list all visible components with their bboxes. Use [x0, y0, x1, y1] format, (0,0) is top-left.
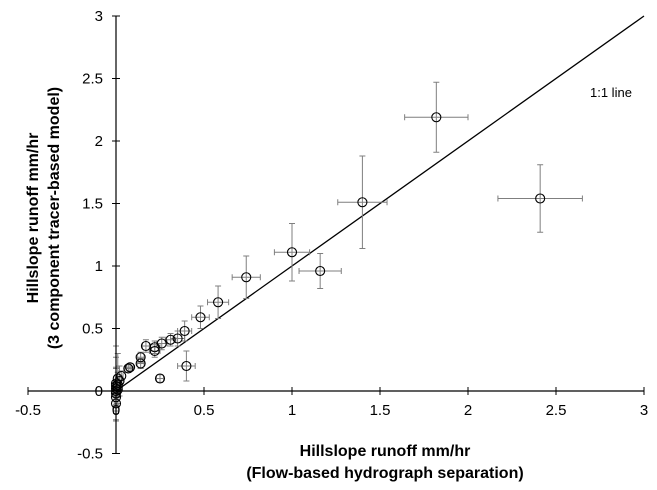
data-point: [286, 247, 298, 258]
x-tick-label: 2: [464, 402, 472, 419]
x-axis-title-line1: Hillslope runoff mm/hr: [300, 443, 471, 460]
x-axis-title-line2: (Flow-based hydrograph separation): [246, 465, 523, 482]
data-point: [195, 312, 206, 323]
error-bar: [298, 253, 342, 289]
x-tick-label: 1: [288, 402, 296, 419]
data-point: [535, 193, 546, 204]
x-tick-label: 0.5: [194, 402, 215, 419]
y-tick-label: 0: [95, 383, 103, 400]
error-bar: [337, 155, 388, 249]
data-point: [181, 360, 192, 372]
data-point: [135, 358, 146, 369]
data-point: [213, 297, 224, 308]
errorbar-layer: [113, 81, 583, 422]
axis-layer: [27, 15, 645, 454]
error-bar: [273, 223, 311, 282]
data-point: [116, 370, 127, 382]
data-point: [179, 325, 190, 337]
tick-label-layer: -0.5 0 0.5 1 1.5 2 2.5 3 -0.5 0 0.5 1 1.5 2 2.5 3: [15, 8, 648, 463]
y-tick-label: 0.5: [82, 321, 103, 338]
data-point: [357, 197, 368, 208]
data-point: [125, 362, 136, 373]
error-bar: [497, 164, 583, 233]
data-point: [241, 272, 252, 283]
data-point: [315, 265, 326, 277]
error-bar: [191, 305, 210, 329]
x-tick-label: 0: [112, 402, 120, 419]
y-tick-label: 2.5: [82, 71, 103, 88]
y-tick-label: 1.5: [82, 196, 103, 213]
data-point: [149, 345, 160, 357]
data-point: [135, 352, 146, 363]
one-to-one-line: [115, 15, 645, 392]
y-axis-title-line2: (3 component tracer-based model): [46, 87, 63, 349]
data-point: [140, 340, 151, 352]
data-point: [172, 333, 183, 344]
data-point: [123, 363, 134, 374]
error-bar: [404, 81, 469, 153]
point-layer: [110, 112, 546, 409]
x-tick-label: 3: [640, 402, 648, 419]
y-tick-label: -0.5: [77, 446, 103, 463]
error-bar: [231, 255, 261, 299]
y-tick-label: 2: [95, 133, 103, 150]
error-bar: [207, 285, 230, 319]
reference-line-layer: [115, 15, 645, 392]
y-tick-label: 1: [95, 258, 103, 275]
data-point: [154, 373, 166, 384]
reference-line-label: 1:1 line: [590, 85, 632, 100]
y-tick-label: 3: [95, 8, 103, 25]
error-bar: [155, 374, 165, 383]
x-tick-label: -0.5: [15, 402, 41, 419]
y-axis-title-line1: Hillslope runoff mm/hr: [25, 133, 42, 304]
data-point: [431, 112, 442, 123]
x-tick-label: 2.5: [546, 402, 567, 419]
x-tick-label: 1.5: [370, 402, 391, 419]
error-bar: [177, 350, 196, 382]
data-point: [165, 334, 176, 345]
